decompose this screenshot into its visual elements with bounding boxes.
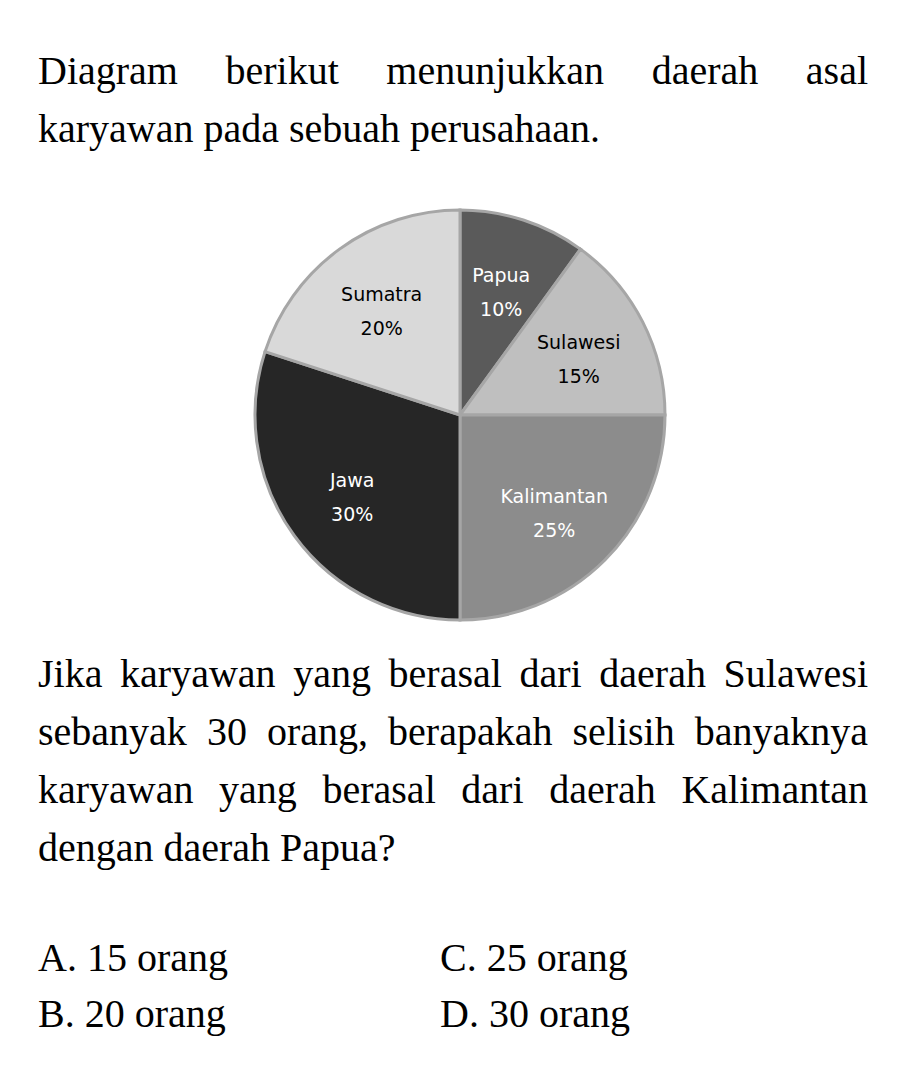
- svg-text:Sumatra20%: Sumatra20%: [341, 283, 422, 339]
- html-text:Jika karyawan yang berasal dar: Jika karyawan yang berasal dari daerah S…: [38, 651, 868, 870]
- svg-text:Papua10%: Papua10%: [472, 264, 530, 320]
- html-text:B. 20 orang: B. 20 orang: [38, 991, 226, 1036]
- html-text:D. 30 orang: D. 30 orang: [440, 991, 630, 1036]
- svg-text:Sulawesi15%: Sulawesi15%: [537, 331, 620, 387]
- html-text:A. 15 orang: A. 15 orang: [38, 935, 228, 980]
- svg-text:Jawa30%: Jawa30%: [329, 469, 374, 525]
- html-text:C. 25 orang: C. 25 orang: [440, 935, 628, 980]
- svg-text:Kalimantan25%: Kalimantan25%: [500, 485, 608, 541]
- html-text:Diagram berikut menunjukkan da: Diagram berikut menunjukkan daerah asal …: [38, 48, 868, 151]
